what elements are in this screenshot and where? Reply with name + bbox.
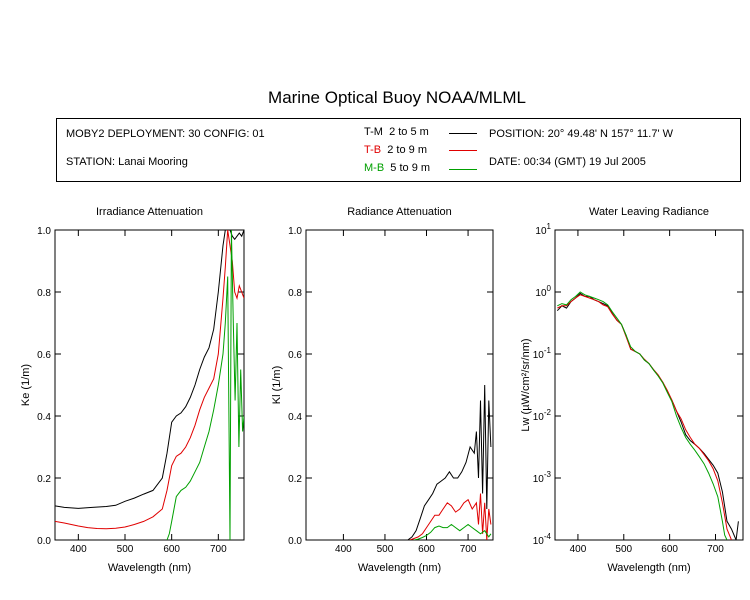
x-tick-label: 400: [570, 544, 587, 555]
y-tick-label: 0.2: [288, 474, 302, 485]
y-tick-label: 10-4: [533, 532, 552, 547]
x-tick-label: 500: [377, 544, 394, 555]
series-line-t-m: [556, 292, 739, 540]
series-line-m-b: [413, 523, 492, 540]
info-box: MOBY2 DEPLOYMENT: 30 CONFIG: 01 STATION:…: [56, 118, 741, 182]
legend-line-mb: [449, 169, 477, 170]
y-tick-label: 10-3: [533, 470, 552, 485]
series-line-m-b: [166, 230, 244, 540]
y-tick-label: 1.0: [288, 226, 302, 237]
date-text: DATE: 00:34 (GMT) 19 Jul 2005: [489, 156, 646, 168]
station-text: STATION: Lanai Mooring: [66, 156, 188, 168]
legend-entry-tb: T-B 2 to 9 m: [364, 144, 427, 156]
x-tick-label: 600: [661, 544, 678, 555]
y-tick-label: 10-1: [533, 346, 552, 361]
x-tick-label: 700: [210, 544, 227, 555]
x-tick-label: 600: [418, 544, 435, 555]
legend-entry-tm: T-M 2 to 5 m: [364, 126, 429, 138]
x-tick-label: 700: [707, 544, 724, 555]
x-axis-label: Wavelength (nm): [108, 562, 191, 574]
x-tick-label: 500: [615, 544, 632, 555]
deployment-text: MOBY2 DEPLOYMENT: 30 CONFIG: 01: [66, 128, 265, 140]
series-line-t-b: [55, 230, 244, 530]
y-tick-label: 1.0: [37, 226, 51, 237]
legend-line-tb: [449, 150, 477, 151]
chart-title: Irradiance Attenuation: [96, 206, 203, 218]
page-title: Marine Optical Buoy NOAA/MLML: [268, 88, 526, 107]
y-axis-label: Kl (1/m): [271, 366, 283, 405]
legend-name: M-B: [364, 162, 385, 174]
y-tick-label: 0.0: [288, 536, 302, 547]
y-tick-label: 100: [535, 284, 551, 299]
x-tick-label: 500: [117, 544, 134, 555]
x-tick-label: 700: [460, 544, 477, 555]
chart-2: [305, 229, 494, 541]
legend-range: 5 to 9 m: [390, 162, 431, 174]
y-axis-label: Lw (µW/cm²/sr/nm): [520, 338, 532, 431]
y-tick-label: 0.0: [37, 536, 51, 547]
y-tick-label: 10-2: [533, 408, 552, 423]
x-axis-label: Wavelength (nm): [607, 562, 690, 574]
y-tick-label: 101: [535, 222, 551, 237]
chart-3: [554, 229, 744, 541]
x-axis-label: Wavelength (nm): [358, 562, 441, 574]
y-tick-label: 0.2: [37, 474, 51, 485]
y-axis-label: Ke (1/m): [20, 364, 32, 406]
y-tick-label: 0.8: [288, 288, 302, 299]
y-tick-label: 0.8: [37, 288, 51, 299]
y-tick-label: 0.6: [288, 350, 302, 361]
x-tick-label: 600: [163, 544, 180, 555]
series-line-t-b: [557, 294, 732, 540]
x-tick-label: 400: [335, 544, 352, 555]
series-line-t-m: [407, 384, 492, 540]
chart-title: Water Leaving Radiance: [589, 206, 709, 218]
legend-name: T-B: [364, 144, 382, 156]
legend-name: T-M: [364, 126, 383, 138]
position-text: POSITION: 20° 49.48' N 157° 11.7' W: [489, 128, 673, 140]
legend-range: 2 to 9 m: [387, 144, 427, 156]
chart-1: [54, 229, 245, 541]
x-tick-label: 400: [70, 544, 87, 555]
y-tick-label: 0.4: [37, 412, 51, 423]
plot-frame: [305, 229, 494, 541]
legend-line-tm: [449, 133, 477, 134]
y-tick-label: 0.6: [37, 350, 51, 361]
legend-range: 2 to 5 m: [389, 126, 429, 138]
plot-frame: [554, 229, 744, 541]
y-tick-label: 0.4: [288, 412, 302, 423]
legend-entry-mb: M-B 5 to 9 m: [364, 162, 430, 174]
series-line-m-b: [557, 291, 728, 540]
plot-frame: [54, 229, 245, 541]
series-line-t-b: [409, 493, 492, 540]
chart-title: Radiance Attenuation: [347, 206, 452, 218]
